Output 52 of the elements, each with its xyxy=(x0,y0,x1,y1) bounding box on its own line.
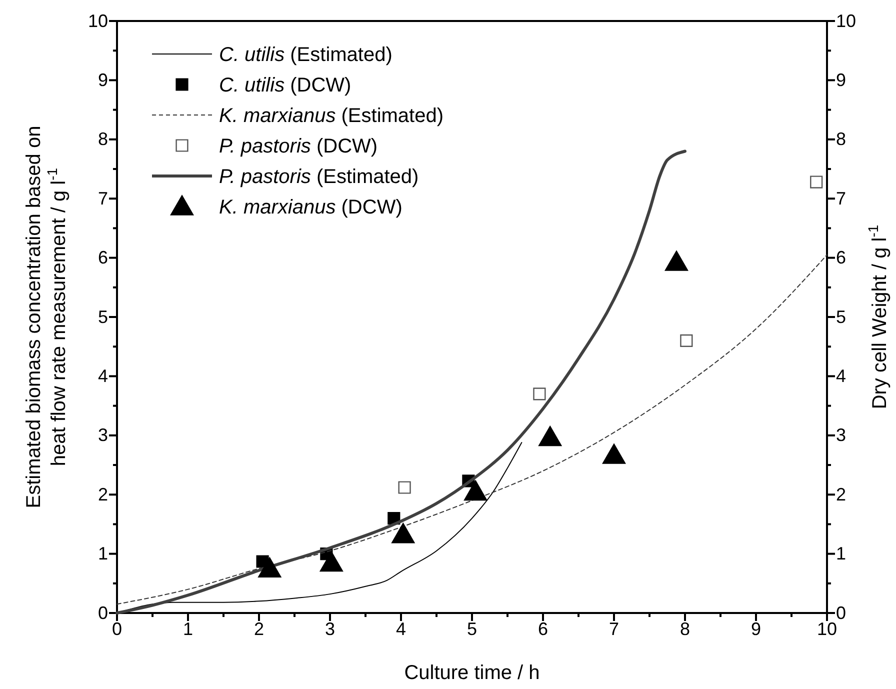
point xyxy=(538,426,562,446)
y2-tick-label: 0 xyxy=(836,602,846,623)
x-axis-title: Culture time / h xyxy=(404,662,540,684)
point xyxy=(398,481,411,494)
y2-tick-label: 10 xyxy=(836,10,856,31)
x-tick-label: 1 xyxy=(182,618,194,639)
x-tick-label: 9 xyxy=(750,618,762,639)
point xyxy=(810,176,823,188)
legend-label: P. pastoris (Estimated) xyxy=(219,166,419,188)
y-tick-label: 9 xyxy=(98,70,108,90)
point xyxy=(464,480,488,501)
point xyxy=(680,334,693,347)
line-series xyxy=(116,254,828,605)
y-tick-label: 5 xyxy=(98,306,108,327)
y2-tick-label: 5 xyxy=(836,306,846,327)
x-tick-label: 10 xyxy=(816,618,838,639)
y2-tick-label: 2 xyxy=(836,484,846,504)
x-tick-label: 0 xyxy=(112,618,122,639)
y2-tick-label: 4 xyxy=(836,366,846,386)
x-tick-label: 4 xyxy=(396,618,406,639)
legend-label: K. marxianus (DCW) xyxy=(219,196,402,218)
y2-tick-label: 7 xyxy=(836,188,846,208)
y-tick-label: 8 xyxy=(98,129,108,150)
legend-label: K. marxianus (Estimated) xyxy=(219,105,444,127)
legend-label: C. utilis (DCW) xyxy=(219,74,352,96)
y-tick-label: 1 xyxy=(98,544,108,564)
y2-tick-label: 6 xyxy=(836,248,846,268)
y2-tick-label: 9 xyxy=(836,70,846,90)
x-tick-label: 8 xyxy=(680,618,690,639)
y-tick-label: 10 xyxy=(88,10,108,31)
legend-label: P. pastoris (DCW) xyxy=(219,136,378,158)
x-tick-label: 3 xyxy=(324,618,336,639)
y-tick-label: 7 xyxy=(98,188,108,208)
point xyxy=(258,557,282,578)
legend-label: C. utilis (Estimated) xyxy=(219,44,392,66)
point xyxy=(320,551,343,572)
y2-tick-label: 3 xyxy=(836,425,846,446)
point xyxy=(664,250,688,271)
point xyxy=(392,523,415,544)
y-tick-label: 2 xyxy=(98,484,108,504)
y-tick-label: 6 xyxy=(98,248,108,268)
x-tick-label: 2 xyxy=(254,618,264,639)
y-tick-label: 4 xyxy=(98,366,108,386)
y2-tick-label: 8 xyxy=(836,129,846,150)
x-tick-label: 7 xyxy=(608,618,620,639)
point xyxy=(533,388,546,400)
point xyxy=(602,444,626,464)
y2-tick-label: 1 xyxy=(836,544,846,564)
x-tick-label: 6 xyxy=(538,618,548,639)
y-tick-label: 0 xyxy=(98,602,108,623)
x-tick-label: 5 xyxy=(466,618,478,639)
y-tick-label: 3 xyxy=(98,425,108,446)
